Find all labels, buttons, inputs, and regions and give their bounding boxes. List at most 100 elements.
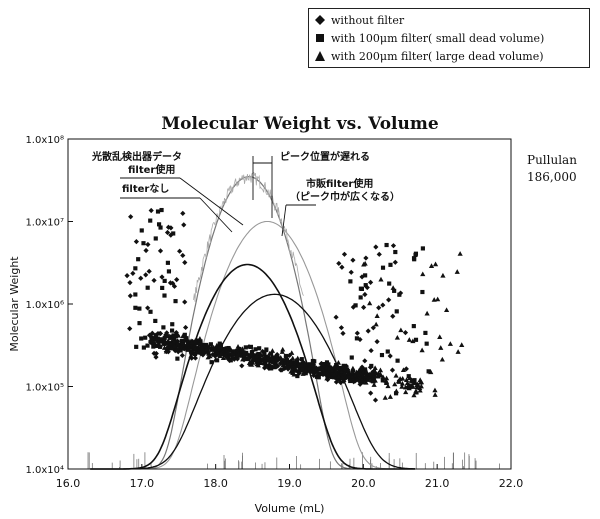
data-point-triangle — [171, 339, 177, 344]
data-point-triangle — [258, 352, 264, 358]
data-point-diamond — [274, 351, 280, 358]
data-point-diamond — [364, 284, 370, 291]
data-point-triangle — [310, 358, 316, 364]
data-point-square — [371, 370, 377, 375]
data-point-square — [324, 371, 329, 377]
data-point-square — [215, 358, 220, 363]
data-point-square — [204, 342, 209, 348]
data-point-triangle — [404, 380, 411, 386]
data-point-square — [363, 283, 368, 288]
data-point-square — [393, 249, 398, 255]
data-point-triangle — [387, 394, 393, 399]
data-point-diamond — [363, 255, 369, 261]
data-point-triangle — [247, 352, 254, 357]
data-point-triangle — [428, 369, 434, 375]
data-point-diamond — [387, 353, 393, 359]
data-point-triangle — [239, 346, 246, 351]
detector-curves — [87, 172, 500, 470]
data-point-triangle — [447, 341, 453, 346]
data-point-square — [154, 343, 159, 348]
data-point-square — [358, 295, 363, 300]
data-point-triangle — [254, 356, 261, 362]
data-point-square — [153, 318, 158, 324]
data-point-triangle — [254, 361, 260, 367]
data-point-triangle — [194, 349, 200, 355]
data-point-square — [283, 353, 288, 359]
data-point-triangle — [214, 342, 220, 348]
data-point-diamond — [362, 291, 368, 298]
data-point-triangle — [353, 369, 360, 375]
data-point-square — [303, 371, 308, 376]
data-point-triangle — [199, 345, 205, 351]
data-point-square — [155, 209, 161, 214]
data-point-triangle — [432, 261, 439, 267]
legend: without filter with 100μm filter( small … — [308, 8, 590, 68]
data-point-triangle — [280, 346, 286, 352]
data-point-square — [224, 346, 229, 351]
data-point-triangle — [393, 388, 399, 394]
data-point-triangle — [400, 375, 406, 381]
data-point-diamond — [180, 210, 186, 216]
data-point-diamond — [361, 304, 367, 311]
data-point-triangle — [398, 327, 404, 333]
data-point-square — [285, 361, 290, 366]
data-point-square — [156, 222, 162, 227]
data-point-square — [311, 367, 316, 372]
data-point-diamond — [341, 251, 348, 257]
data-point-triangle — [189, 339, 195, 345]
data-point-square — [356, 374, 361, 379]
data-point-square — [165, 260, 170, 265]
data-point-square — [359, 367, 364, 372]
data-point-triangle — [161, 345, 168, 350]
data-point-triangle — [399, 384, 405, 389]
x-tick-label: 16.0 — [56, 477, 81, 490]
data-point-triangle — [369, 371, 375, 376]
data-point-square — [197, 342, 202, 347]
data-point-triangle — [163, 348, 169, 354]
data-point-triangle — [308, 368, 315, 374]
data-point-square — [269, 366, 274, 371]
data-point-diamond — [146, 268, 152, 274]
data-point-square — [133, 305, 138, 310]
data-point-diamond — [157, 248, 164, 254]
data-point-triangle — [363, 379, 369, 385]
annotation-detector: 光散乱検出器データ — [92, 152, 182, 163]
data-point-square — [159, 207, 164, 213]
data-point-diamond — [148, 207, 154, 214]
data-point-triangle — [407, 382, 413, 388]
data-point-square — [165, 334, 170, 339]
data-point-diamond — [182, 299, 188, 305]
data-point-square — [139, 336, 144, 341]
legend-label: with 100μm filter( small dead volume) — [331, 31, 545, 45]
data-point-triangle — [369, 377, 375, 383]
data-point-diamond — [164, 229, 171, 236]
data-point-triangle — [235, 344, 241, 349]
data-point-diamond — [149, 335, 155, 341]
data-point-square — [208, 342, 213, 347]
data-point-triangle — [359, 377, 365, 383]
data-point-diamond — [164, 330, 170, 336]
data-point-diamond — [365, 328, 371, 334]
data-point-diamond — [143, 272, 149, 278]
data-point-triangle — [418, 379, 425, 385]
data-point-triangle — [367, 300, 373, 306]
y-tick-label: 1.0x10⁶ — [25, 300, 64, 311]
data-point-triangle — [293, 363, 299, 369]
data-point-square — [316, 375, 321, 380]
data-point-square — [358, 286, 363, 291]
data-point-square — [334, 362, 339, 368]
data-point-square — [423, 330, 428, 335]
data-point-diamond — [179, 352, 185, 359]
data-point-triangle — [197, 336, 203, 341]
data-point-triangle — [241, 353, 247, 358]
data-point-square — [395, 358, 400, 363]
data-point-square — [159, 339, 164, 344]
data-point-square — [394, 309, 399, 314]
data-point-square — [173, 299, 178, 304]
data-point-triangle — [320, 362, 326, 368]
data-point-triangle — [417, 387, 423, 393]
axes: 16.0 17.0 18.0 19.0 20.0 21.0 22.0 1.0x10⁴ 1.0x1… — [8, 135, 523, 515]
data-point-triangle — [410, 378, 416, 384]
data-point-triangle — [293, 357, 299, 363]
data-point-triangle — [329, 368, 335, 373]
